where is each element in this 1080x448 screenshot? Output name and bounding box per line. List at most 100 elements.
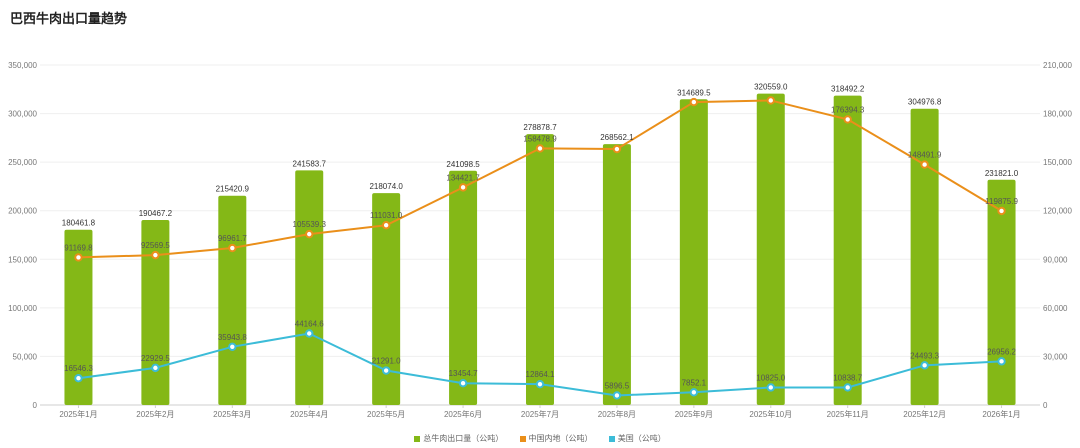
bar xyxy=(910,108,939,406)
legend-swatch-china xyxy=(519,435,526,442)
point-usa xyxy=(228,342,237,352)
line-value-label-china: 96961.7 xyxy=(218,234,247,243)
point-usa xyxy=(151,363,160,373)
bar-value-label: 241583.7 xyxy=(293,159,327,168)
point-usa xyxy=(305,329,314,338)
y-right-tick-label: 180,000 xyxy=(1043,110,1072,119)
point-china xyxy=(228,243,237,253)
y-left-tick-label: 200,000 xyxy=(8,207,37,216)
line-value-label-china: 111031.0 xyxy=(370,211,403,220)
bar xyxy=(218,195,247,405)
point-china xyxy=(843,115,852,124)
line-value-label-usa: 13454.7 xyxy=(449,369,478,378)
y-axis-right: 0 30,000 60,000 90,000 120,000 150,000 180,000… xyxy=(1043,61,1072,410)
bar-value-label: 314689.5 xyxy=(677,88,711,97)
point-china xyxy=(997,206,1006,216)
x-tick-label: 2025年3月 xyxy=(213,409,251,419)
line-value-label-china: 148491.9 xyxy=(908,151,942,160)
point-usa xyxy=(458,379,468,388)
line-value-label-usa: 44164.6 xyxy=(295,319,324,328)
legend-item-china[interactable]: 中国内地（公吨） xyxy=(519,433,593,444)
line-value-label-usa: 7852.1 xyxy=(682,378,707,387)
bar xyxy=(141,219,170,405)
line-value-label-china: 134421.7 xyxy=(446,173,480,182)
point-usa xyxy=(535,379,545,389)
line-value-label-china: 105539.3 xyxy=(293,220,327,229)
x-tick-label: 2025年7月 xyxy=(521,409,559,419)
legend-label-usa: 美国（公吨） xyxy=(617,434,666,443)
y-right-tick-label: 150,000 xyxy=(1043,158,1072,167)
point-usa xyxy=(920,361,929,370)
y-left-tick-label: 0 xyxy=(33,401,38,410)
y-left-tick-label: 350,000 xyxy=(8,61,37,70)
x-tick-label: 2025年8月 xyxy=(598,409,636,419)
bar-value-label: 231821.0 xyxy=(985,169,1019,178)
line-value-label-usa: 24493.3 xyxy=(910,351,939,360)
bar xyxy=(987,179,1016,405)
point-usa xyxy=(74,374,83,383)
data-labels: 180461.8 190467.2 215420.9 241583.7 218074.0… xyxy=(62,83,1019,391)
bar xyxy=(64,229,93,405)
legend-item-usa[interactable]: 美国（公吨） xyxy=(608,433,666,444)
legend-label-total: 总牛肉出口量（公吨） xyxy=(423,434,504,443)
bar xyxy=(602,144,631,406)
point-china xyxy=(381,221,391,230)
point-usa xyxy=(997,357,1006,366)
point-usa xyxy=(843,383,852,392)
line-value-label-china: 158478.9 xyxy=(523,134,557,143)
y-right-tick-label: 30,000 xyxy=(1043,352,1068,361)
y-left-tick-label: 250,000 xyxy=(8,158,37,167)
line-value-label-usa: 22929.5 xyxy=(141,354,170,363)
y-right-tick-label: 120,000 xyxy=(1043,207,1072,216)
point-usa xyxy=(766,383,775,392)
x-tick-label: 2025年5月 xyxy=(367,409,405,419)
bar-value-label: 215420.9 xyxy=(216,185,250,194)
bar-value-label: 218074.0 xyxy=(369,182,403,191)
line-value-label-china: 119875.9 xyxy=(985,197,1018,206)
line-value-label-usa: 12864.1 xyxy=(526,370,555,379)
x-tick-label: 2025年1月 xyxy=(59,409,97,419)
chart-title: 巴西牛肉出口量趋势 xyxy=(10,11,128,26)
y-axis-left: 0 50,000 100,000 150,000 200,000 250,000 300,0… xyxy=(8,61,37,410)
bar xyxy=(526,134,554,405)
y-right-tick-label: 60,000 xyxy=(1043,304,1068,313)
legend-item-total[interactable]: 总牛肉出口量（公吨） xyxy=(414,433,503,444)
bar-value-label: 320559.0 xyxy=(754,83,788,92)
x-tick-label: 2025年9月 xyxy=(675,409,713,419)
point-usa xyxy=(612,391,622,400)
y-left-tick-label: 150,000 xyxy=(8,255,37,264)
line-value-label-usa: 21291.0 xyxy=(372,357,401,366)
y-right-tick-label: 0 xyxy=(1043,401,1048,410)
bar-value-label: 278878.7 xyxy=(523,123,557,132)
line-value-label-usa: 26956.2 xyxy=(987,347,1016,356)
point-china xyxy=(74,253,83,262)
x-tick-label: 2025年10月 xyxy=(749,409,792,419)
chart: 0 50,000 100,000 150,000 200,000 250,000 300,0… xyxy=(8,61,1072,419)
line-value-label-china: 91169.8 xyxy=(64,243,93,252)
bar xyxy=(449,170,478,405)
y-right-tick-label: 90,000 xyxy=(1043,255,1068,264)
y-right-tick-label: 210,000 xyxy=(1043,61,1072,70)
point-china xyxy=(458,183,468,192)
y-left-tick-label: 300,000 xyxy=(8,110,37,119)
bar-value-label: 268562.1 xyxy=(600,133,634,142)
y-left-tick-label: 100,000 xyxy=(8,304,37,313)
line-value-label-usa: 16546.3 xyxy=(64,364,93,373)
line-value-label-usa: 10838.7 xyxy=(833,373,862,382)
bar xyxy=(372,193,401,405)
legend-label-china: 中国内地（公吨） xyxy=(528,434,593,443)
point-china xyxy=(151,250,160,260)
x-tick-label: 2025年11月 xyxy=(827,409,869,419)
bar-value-label: 318492.2 xyxy=(831,85,865,94)
y-left-tick-label: 50,000 xyxy=(13,352,38,361)
x-tick-label: 2025年2月 xyxy=(136,409,174,419)
bar xyxy=(756,93,785,406)
point-usa xyxy=(689,388,699,397)
point-china xyxy=(612,144,622,154)
bar xyxy=(295,170,324,405)
point-china xyxy=(305,229,314,239)
point-china xyxy=(766,96,775,105)
point-usa xyxy=(381,366,391,375)
bar-value-label: 304976.8 xyxy=(908,98,942,107)
x-axis: 2025年1月 2025年2月 2025年3月 2025年4月 2025年5月 2025年… xyxy=(59,405,1021,419)
